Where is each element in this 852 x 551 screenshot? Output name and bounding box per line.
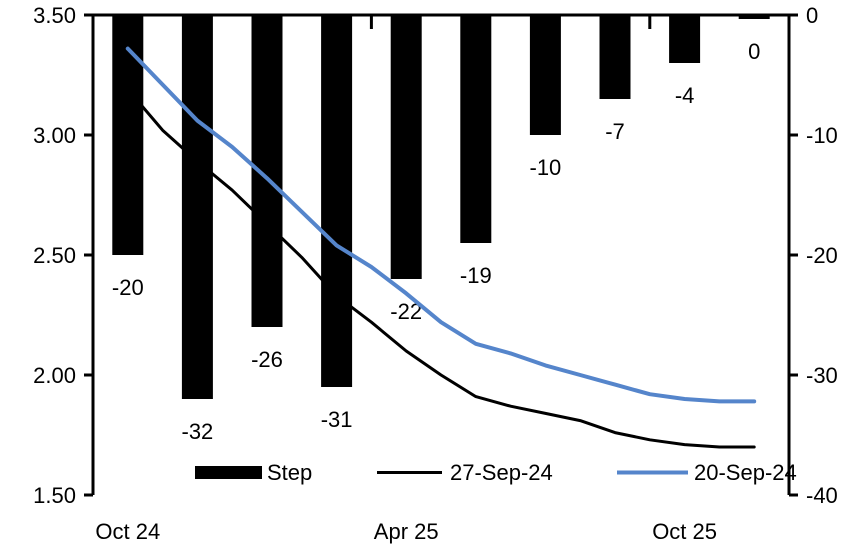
left-axis-tick-label: 2.00	[33, 363, 76, 388]
step-bar	[529, 15, 561, 135]
right-axis-tick-label: -40	[806, 483, 838, 508]
bar-data-label: -19	[460, 263, 492, 288]
left-axis-tick-label: 3.50	[33, 3, 76, 28]
step-bar	[738, 15, 770, 19]
series-line-27-sep-24	[126, 87, 756, 449]
bar-data-label: -20	[112, 275, 144, 300]
legend-swatch-step	[195, 466, 262, 479]
step-bar	[181, 15, 213, 399]
left-axis-tick-label: 2.50	[33, 243, 76, 268]
right-axis-tick-label: 0	[806, 3, 818, 28]
series-line-20-sep-24	[125, 46, 757, 404]
right-axis-tick-label: -20	[806, 243, 838, 268]
bar-data-label: -4	[675, 83, 695, 108]
bar-data-label: 0	[748, 39, 760, 64]
legend-label-27-sep-24: 27-Sep-24	[450, 460, 553, 485]
step-bar	[390, 15, 422, 279]
step-bar	[321, 15, 353, 387]
x-axis-label: Oct 25	[652, 519, 717, 544]
step-bar	[112, 15, 144, 255]
step-bar	[599, 15, 631, 99]
bar-data-label: -32	[182, 419, 214, 444]
left-axis-tick-label: 3.00	[33, 123, 76, 148]
legend-label-20-sep-24: 20-Sep-24	[694, 460, 797, 485]
bar-data-label: -7	[605, 119, 625, 144]
bar-data-label: -31	[321, 407, 353, 432]
right-axis-tick-label: -30	[806, 363, 838, 388]
x-axis-label: Oct 24	[95, 519, 160, 544]
x-axis-label: Apr 25	[374, 519, 439, 544]
right-axis-tick-label: -10	[806, 123, 838, 148]
legend-label-step: Step	[267, 460, 312, 485]
bar-data-label: -10	[530, 155, 562, 180]
left-axis-tick-label: 1.50	[33, 483, 76, 508]
step-bar	[460, 15, 492, 243]
step-bar	[669, 15, 701, 63]
bar-data-label: -26	[251, 347, 283, 372]
